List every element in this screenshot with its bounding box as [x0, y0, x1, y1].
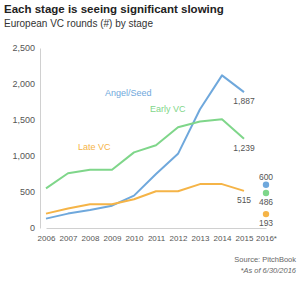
series-label: Angel/Seed — [105, 88, 152, 98]
data-label: 193 — [259, 218, 273, 228]
x-tick-label: 2010 — [126, 234, 144, 243]
series-point — [263, 182, 269, 188]
x-tick: 2014 — [214, 228, 232, 243]
x-tick-label: 2011 — [148, 234, 166, 243]
x-tick: 2016* — [256, 228, 277, 243]
x-tick-label: 2012 — [170, 234, 188, 243]
data-label: 1,239 — [233, 143, 255, 153]
x-tick-label: 2016* — [256, 234, 277, 243]
plot-marks — [46, 75, 269, 218]
x-tick-label: 2014 — [214, 234, 232, 243]
x-tick: 2010 — [126, 228, 144, 243]
y-tick-label: 2,500 — [12, 43, 35, 53]
annotation: *As of 6/30/2016 — [241, 266, 297, 275]
series-label: Late VC — [78, 142, 111, 152]
data-label: 515 — [237, 195, 251, 205]
x-tick-label: 2013 — [192, 234, 210, 243]
series-label: Early VC — [150, 104, 186, 114]
x-axis-line — [47, 228, 267, 229]
y-tick-label: 2,000 — [12, 79, 35, 89]
x-tick: 2011 — [148, 228, 166, 243]
data-label: 1,887 — [233, 96, 255, 106]
y-tick: 500 — [20, 187, 40, 197]
y-tick: 1,000 — [12, 151, 40, 161]
annotation: Source: PitchBook — [234, 255, 296, 264]
x-tick-label: 2007 — [60, 234, 78, 243]
x-tick-label: 2015 — [236, 234, 254, 243]
series-line — [46, 119, 244, 188]
y-tick-label: 0 — [30, 223, 35, 233]
y-tick-label: 500 — [20, 187, 35, 197]
y-tick-label: 1,500 — [12, 115, 35, 125]
y-axis-line — [40, 49, 41, 229]
y-tick-label: 1,000 — [12, 151, 35, 161]
series-line — [46, 184, 244, 214]
series-line — [46, 75, 244, 218]
x-axis: 2006 2007 2008 2009 2010 2011 2012 2013 2014 2015… — [38, 228, 277, 243]
y-tick: 0 — [30, 223, 40, 233]
x-tick-label: 2006 — [38, 234, 56, 243]
data-label: 486 — [259, 197, 273, 207]
x-tick: 2009 — [104, 228, 122, 243]
y-tick: 2,500 — [12, 43, 40, 53]
y-axis: 0 500 1,000 1,500 2,000 2,500 — [12, 43, 40, 233]
x-tick-label: 2009 — [104, 234, 122, 243]
subtitle: European VC rounds (#) by stage — [4, 18, 153, 29]
x-tick: 2006 — [38, 228, 56, 243]
title: Each stage is seeing significant slowing — [4, 3, 224, 15]
y-tick: 1,500 — [12, 115, 40, 125]
x-tick-label: 2008 — [82, 234, 100, 243]
x-tick: 2007 — [60, 228, 78, 243]
x-tick: 2013 — [192, 228, 210, 243]
series-point — [263, 211, 269, 217]
x-tick: 2012 — [170, 228, 188, 243]
data-label: 600 — [259, 172, 273, 182]
chart: Each stage is seeing significant slowing… — [0, 0, 300, 281]
y-tick: 2,000 — [12, 79, 40, 89]
x-tick: 2015 — [236, 228, 254, 243]
series-point — [263, 190, 269, 196]
labels: Angel/Seed 1,887 Early VC 1,239 Late VC 515 60… — [78, 88, 273, 228]
x-tick: 2008 — [82, 228, 100, 243]
